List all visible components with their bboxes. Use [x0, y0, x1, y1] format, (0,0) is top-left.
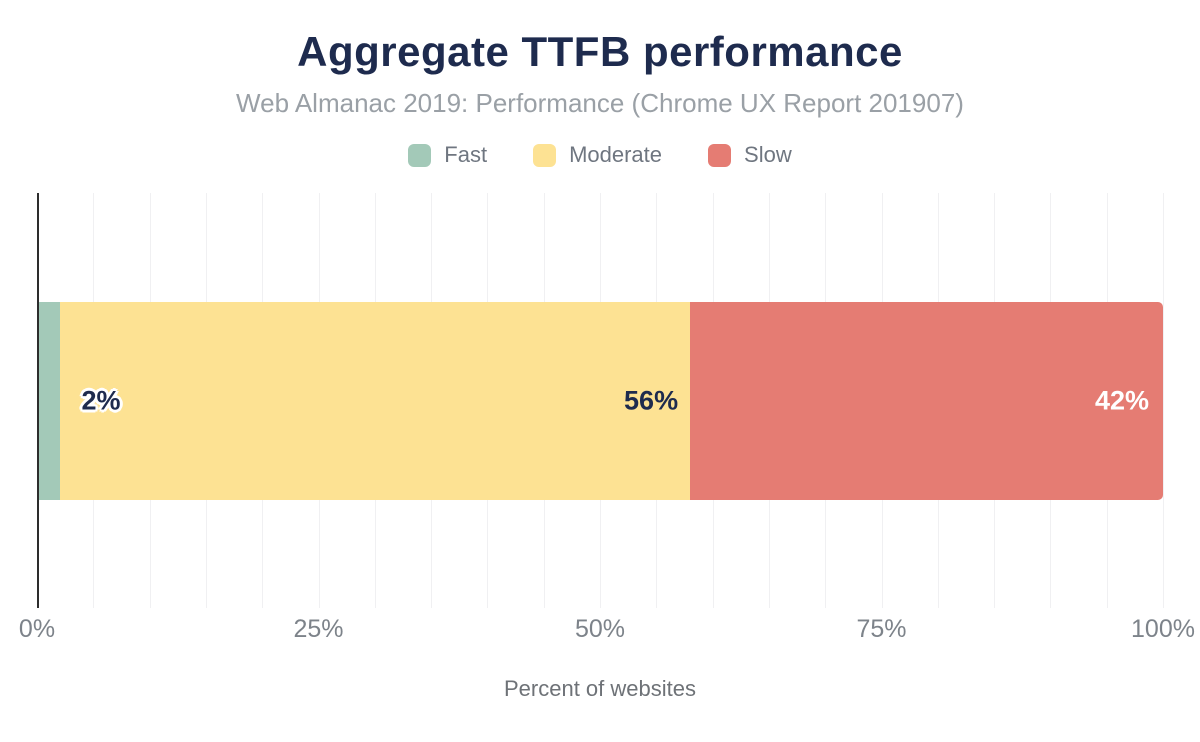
bar-label-moderate: 56% [624, 385, 679, 416]
bar-label-fast: 2% [81, 385, 121, 416]
legend-swatch [708, 143, 732, 167]
legend-item-fast: Fast [408, 142, 487, 168]
x-tick-label: 75% [856, 615, 907, 643]
stacked-bar [37, 302, 1163, 500]
y-axis-line [37, 193, 39, 608]
legend-label: Moderate [569, 142, 663, 167]
legend-item-slow: Slow [708, 142, 792, 168]
chart-title: Aggregate TTFB performance [297, 28, 903, 75]
x-tick-label: 100% [1131, 615, 1195, 643]
legend-swatch [408, 143, 432, 167]
x-tick-label: 0% [18, 615, 56, 643]
bar-segment-moderate [59, 302, 691, 500]
x-axis-title: Percent of websites [504, 676, 696, 701]
gridline [1163, 193, 1164, 608]
bar-segment-fast [37, 302, 60, 500]
chart-subtitle: Web Almanac 2019: Performance (Chrome UX… [236, 88, 964, 118]
x-tick-label: 50% [574, 615, 626, 643]
legend-label: Fast [444, 142, 488, 167]
bar-label-slow: 42% [1094, 385, 1149, 416]
legend-label: Slow [744, 142, 792, 167]
legend: Fast Moderate Slow [0, 142, 1200, 168]
bar-segment-slow [690, 302, 1163, 500]
legend-item-moderate: Moderate [533, 142, 662, 168]
x-tick-label: 25% [293, 615, 344, 643]
legend-swatch [533, 143, 557, 167]
plot-area: 2% 56% 42% 0% 25% 50% 75% 100% [19, 193, 1195, 643]
